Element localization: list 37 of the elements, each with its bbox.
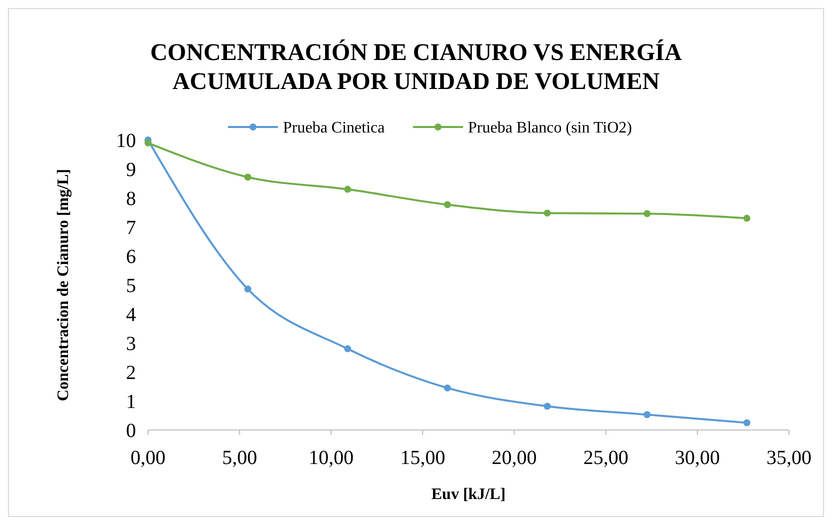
point: [644, 411, 651, 418]
legend-label: Prueba Blanco (sin TiO2): [468, 120, 632, 137]
point: [244, 174, 252, 181]
y-tick-label: 9: [126, 159, 136, 181]
point: [544, 210, 551, 217]
point: [444, 201, 451, 208]
point: [743, 419, 750, 426]
x-tick-label: 15,00: [400, 447, 446, 469]
y-axis-title: Concentracion de Cianuro [mg/L]: [55, 168, 72, 402]
y-tick-label: 7: [126, 217, 136, 239]
point: [644, 210, 651, 218]
y-tick-label: 1: [126, 391, 136, 413]
x-tick-label: 20,00: [492, 447, 537, 469]
point: [344, 345, 352, 352]
point: [344, 186, 352, 193]
point: [743, 214, 750, 222]
y-tick-label: 0: [126, 420, 136, 442]
y-tick-label: 3: [126, 333, 136, 355]
y-tick-label: 6: [126, 246, 136, 268]
point: [444, 384, 451, 392]
y-tick-label: 5: [126, 275, 136, 297]
point: [144, 139, 152, 146]
y-tick-label: 4: [126, 304, 136, 326]
y-tick-label: 2: [126, 362, 136, 384]
x-tick-label: 30,00: [674, 447, 720, 469]
y-tick-label: 8: [126, 188, 136, 210]
x-tick-label: 25,00: [583, 447, 628, 469]
x-tick-label: 10,00: [308, 447, 354, 469]
x-axis-title: Euv [kJ/L]: [431, 486, 506, 503]
y-tick-label: 10: [116, 130, 136, 152]
x-tick-label: 5,00: [222, 447, 258, 469]
point: [244, 286, 252, 293]
chart-title: CONCENTRACIÓN DE CIANURO VS ENERGÍA ACUMULADA POR UNIDAD DE VOLUMEN: [150, 39, 682, 95]
x-tick-label: 0,00: [130, 447, 166, 469]
legend-label: Prueba Cinetica: [283, 120, 385, 137]
point: [544, 402, 551, 410]
x-tick-label: 35,00: [766, 447, 812, 469]
